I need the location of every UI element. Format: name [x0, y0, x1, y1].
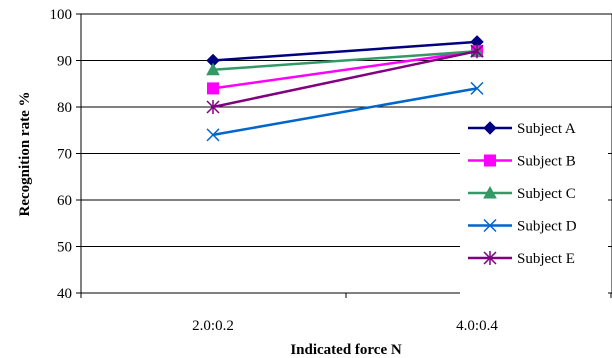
x-tick-labels: 2.0:0.2 4.0:0.4 [192, 318, 498, 334]
legend-marker [483, 121, 497, 135]
y-tick-label: 40 [57, 286, 72, 302]
legend-item: Subject C [468, 185, 576, 202]
y-tick-label: 50 [57, 240, 72, 256]
legend-background [460, 112, 608, 296]
y-tick-label: 90 [57, 54, 72, 70]
legend-item: Subject E [468, 251, 575, 267]
legend-label: Subject C [517, 186, 576, 202]
series-layer [206, 35, 484, 142]
y-tick-label: 70 [57, 147, 72, 163]
legend-item: Subject A [468, 121, 576, 137]
plot-area [76, 13, 612, 298]
y-tick-label: 100 [50, 7, 73, 23]
legend-label: Subject D [517, 219, 577, 235]
legend-label: Subject B [517, 154, 576, 170]
legend-label: Subject E [517, 251, 575, 267]
data-point [206, 100, 220, 114]
x-axis-title: Indicated force N [290, 342, 402, 358]
legend-marker [483, 251, 497, 265]
series-line [212, 40, 478, 62]
legend-marker [484, 154, 496, 167]
series-line [212, 49, 478, 90]
legend-marker [483, 218, 497, 233]
legend-label: Subject A [517, 121, 576, 137]
legend: Subject A Subject B Subject C Subject D Subj… [460, 112, 608, 296]
legend-item: Subject D [468, 219, 577, 235]
data-point [206, 62, 220, 76]
legend-item: Subject B [468, 154, 576, 170]
x-tick-label: 4.0:0.4 [456, 318, 498, 334]
series-line [212, 49, 478, 109]
y-tick-label: 60 [57, 193, 72, 209]
series-subject-e [206, 44, 484, 114]
y-tick-labels: 40 50 60 70 80 90 100 [50, 7, 73, 302]
y-tick-label: 80 [57, 100, 72, 116]
data-point [470, 44, 484, 59]
x-tick-label: 2.0:0.2 [192, 318, 234, 334]
data-point [206, 128, 220, 142]
series-subject-d [206, 81, 484, 142]
data-point [470, 81, 484, 95]
data-point [207, 82, 219, 95]
series-subject-a [206, 35, 484, 68]
series-line [212, 49, 478, 72]
y-axis-title: Recognition rate % [17, 92, 33, 217]
series-line [212, 87, 478, 137]
legend-marker [483, 185, 497, 199]
